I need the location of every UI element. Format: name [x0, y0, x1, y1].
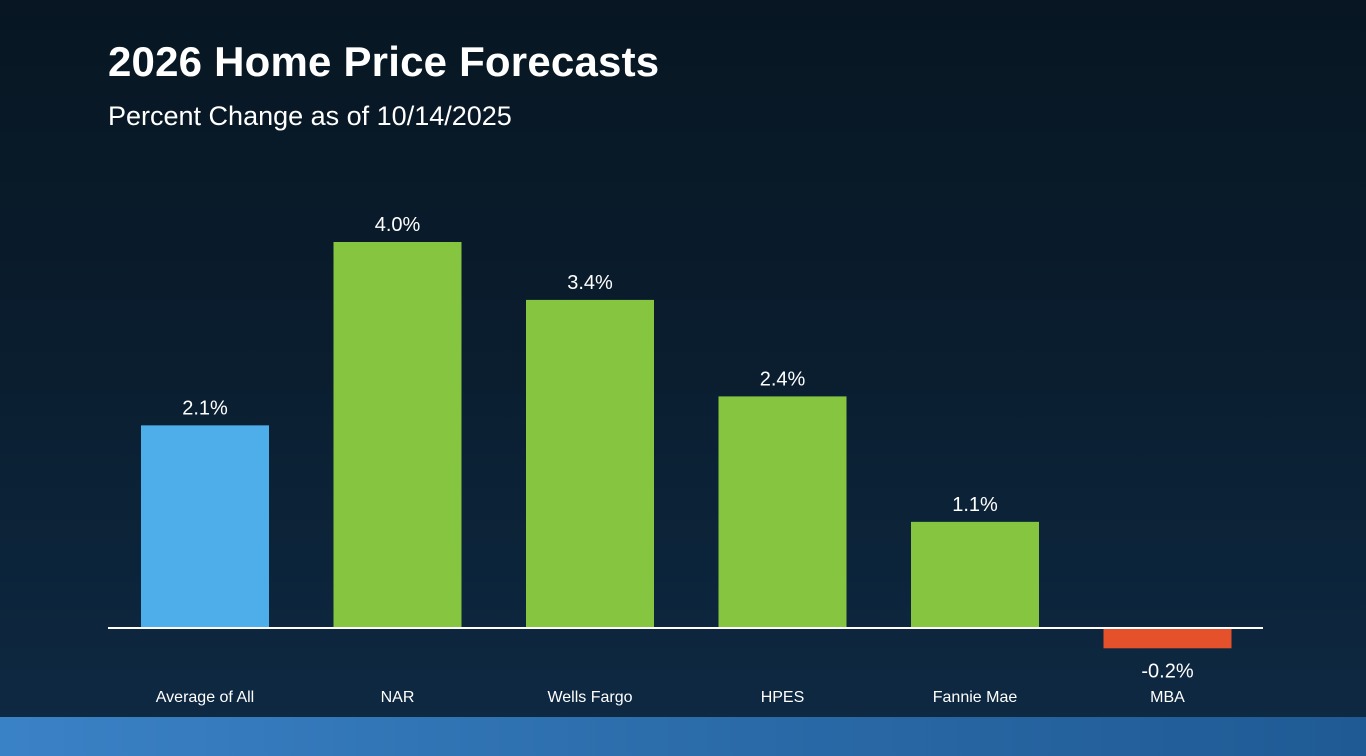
data-label: -0.2%	[1141, 660, 1193, 682]
category-label: NAR	[381, 689, 415, 706]
bar-nar	[333, 242, 462, 628]
bar-average-of-all	[141, 425, 269, 628]
bar-wells-fargo	[526, 299, 654, 628]
category-label: MBA	[1150, 689, 1185, 706]
category-label: Fannie Mae	[933, 689, 1018, 706]
bar-mba	[1103, 629, 1232, 649]
footer-band	[0, 717, 1366, 756]
data-label: 1.1%	[952, 494, 998, 516]
bar-hpes	[718, 396, 847, 628]
data-label: 4.0%	[375, 214, 421, 236]
chart-subtitle: Percent Change as of 10/14/2025	[108, 101, 512, 131]
data-label: 2.1%	[182, 397, 228, 419]
category-label: Average of All	[156, 689, 254, 706]
data-label: 2.4%	[760, 368, 806, 390]
bar-fannie-mae	[911, 521, 1039, 628]
category-label: Wells Fargo	[547, 689, 632, 706]
data-label: 3.4%	[567, 272, 613, 294]
chart-title: 2026 Home Price Forecasts	[108, 38, 660, 85]
category-label: HPES	[761, 689, 805, 706]
